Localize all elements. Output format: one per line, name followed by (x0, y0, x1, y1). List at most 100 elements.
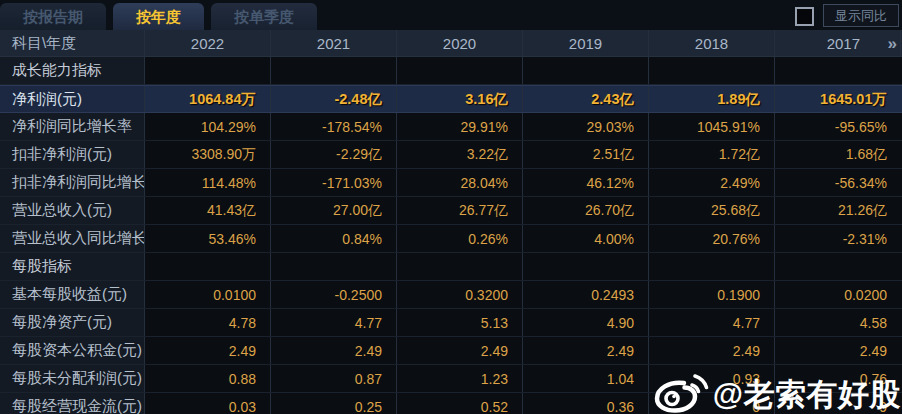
cell-value (775, 253, 901, 280)
stock-financials-app: 按报告期 按年度 按单季度 显示同比 科目\年度2022202120202019… (0, 0, 902, 414)
cell-value: 2.51亿 (523, 141, 649, 168)
cell-value: 0.0100 (145, 281, 271, 308)
cell-value: 0.1900 (649, 281, 775, 308)
cell-value: 0.2493 (523, 281, 649, 308)
cell-value: 1645.01万 (775, 86, 901, 112)
cell-value: 3.22亿 (397, 141, 523, 168)
cell-value: 2.49 (271, 337, 397, 364)
cell-value: 1.23 (397, 365, 523, 392)
row-label: 每股未分配利润(元) (0, 365, 145, 392)
table-row[interactable]: 扣非净利润同比增长率114.48%-171.03%28.04%46.12%2.4… (0, 169, 902, 197)
cell-value: 25.68亿 (649, 197, 775, 224)
cell-value: 1.72亿 (649, 141, 775, 168)
cell-value: -56.34% (775, 169, 901, 196)
cell-value: 20.76% (649, 225, 775, 252)
table-row[interactable]: 营业总收入同比增长率53.46%0.84%0.26%4.00%20.76%-2.… (0, 225, 902, 253)
cell-value: 1064.84万 (145, 86, 271, 112)
cell-value: 0.87 (271, 365, 397, 392)
cell-value: 28.04% (397, 169, 523, 196)
year-column-header[interactable]: 2021 (271, 30, 397, 56)
cell-value: 2.49 (397, 337, 523, 364)
tab-report-period[interactable]: 按报告期 (0, 3, 106, 30)
cell-value: 4.77 (271, 309, 397, 336)
year-column-header[interactable]: 2018 (649, 30, 775, 56)
cell-value: 0.03 (145, 393, 271, 414)
section-row: 每股指标 (0, 253, 902, 281)
cell-value (649, 57, 775, 84)
cell-value: 27.00亿 (271, 197, 397, 224)
cell-value: 26.77亿 (397, 197, 523, 224)
row-label: 每股经营现金流(元) (0, 393, 145, 414)
table-row[interactable]: 每股经营现金流(元)0.030.250.520.3609 (0, 393, 902, 414)
cell-value: 21.26亿 (775, 197, 901, 224)
cell-value: 1.68亿 (775, 141, 901, 168)
cell-value: 0.88 (145, 365, 271, 392)
cell-value: 2.49 (649, 337, 775, 364)
row-label: 每股资本公积金(元) (0, 337, 145, 364)
cell-value: -171.03% (271, 169, 397, 196)
cell-value: 0.25 (271, 393, 397, 414)
year-column-header[interactable]: 2019 (523, 30, 649, 56)
cell-value (397, 253, 523, 280)
table-row[interactable]: 基本每股收益(元)0.0100-0.25000.32000.24930.1900… (0, 281, 902, 309)
cell-value (523, 57, 649, 84)
row-label: 成长能力指标 (0, 57, 145, 84)
cell-value: 0.3200 (397, 281, 523, 308)
cell-value (397, 57, 523, 84)
cell-value: -95.65% (775, 113, 901, 140)
cell-value (775, 57, 901, 84)
table-row[interactable]: 净利润同比增长率104.29%-178.54%29.91%29.03%1045.… (0, 113, 902, 141)
cell-value: 3.16亿 (397, 86, 523, 112)
cell-value (145, 57, 271, 84)
cell-value: 2.49 (145, 337, 271, 364)
tab-annual[interactable]: 按年度 (113, 3, 204, 30)
cell-value (271, 253, 397, 280)
cell-value: 46.12% (523, 169, 649, 196)
cell-value: -178.54% (271, 113, 397, 140)
year-column-header[interactable]: 2022 (145, 30, 271, 56)
show-yoy-checkbox[interactable] (795, 7, 814, 26)
section-row: 成长能力指标 (0, 57, 902, 85)
cell-value (649, 253, 775, 280)
cell-value: -2.31% (775, 225, 901, 252)
corner-header: 科目\年度 (0, 30, 145, 56)
cell-value: 1.89亿 (649, 86, 775, 112)
show-yoy-label[interactable]: 显示同比 (823, 4, 899, 27)
cell-value: 2.43亿 (523, 86, 649, 112)
table-row[interactable]: 营业总收入(元)41.43亿27.00亿26.77亿26.70亿25.68亿21… (0, 197, 902, 225)
cell-value: 0.93 (649, 365, 775, 392)
table-row[interactable]: 扣非净利润(元)3308.90万-2.29亿3.22亿2.51亿1.72亿1.6… (0, 141, 902, 169)
cell-value: 29.03% (523, 113, 649, 140)
table-row[interactable]: 净利润(元)1064.84万-2.48亿3.16亿2.43亿1.89亿1645.… (0, 85, 902, 113)
cell-value: 4.90 (523, 309, 649, 336)
cell-value: 2.49 (775, 337, 901, 364)
table-row[interactable]: 每股未分配利润(元)0.880.871.231.040.930.76 (0, 365, 902, 393)
year-column-header[interactable]: 2017 (775, 30, 901, 56)
cell-value: 4.00% (523, 225, 649, 252)
year-column-header[interactable]: 2020 (397, 30, 523, 56)
cell-value: 0.36 (523, 393, 649, 414)
table-row[interactable]: 每股净资产(元)4.784.775.134.904.774.58 (0, 309, 902, 337)
cell-value: 26.70亿 (523, 197, 649, 224)
financial-table: 科目\年度202220212020201920182017»成长能力指标净利润(… (0, 30, 902, 414)
table-row[interactable]: 每股资本公积金(元)2.492.492.492.492.492.49 (0, 337, 902, 365)
cell-value: -2.48亿 (271, 86, 397, 112)
cell-value: 53.46% (145, 225, 271, 252)
cell-value: 29.91% (397, 113, 523, 140)
cell-value: -2.29亿 (271, 141, 397, 168)
cell-value: 9 (775, 393, 901, 414)
row-label: 扣非净利润同比增长率 (0, 169, 145, 196)
table-header-row: 科目\年度202220212020201920182017» (0, 30, 902, 57)
tab-quarterly[interactable]: 按单季度 (211, 3, 317, 30)
cell-value: 0.84% (271, 225, 397, 252)
cell-value: 4.78 (145, 309, 271, 336)
cell-value: 4.58 (775, 309, 901, 336)
more-years-icon[interactable]: » (888, 30, 895, 57)
cell-value: 2.49 (523, 337, 649, 364)
tab-bar: 按报告期 按年度 按单季度 显示同比 (0, 0, 902, 30)
cell-value: 0.76 (775, 365, 901, 392)
row-label: 净利润同比增长率 (0, 113, 145, 140)
cell-value: 41.43亿 (145, 197, 271, 224)
row-label: 扣非净利润(元) (0, 141, 145, 168)
cell-value: 0.52 (397, 393, 523, 414)
